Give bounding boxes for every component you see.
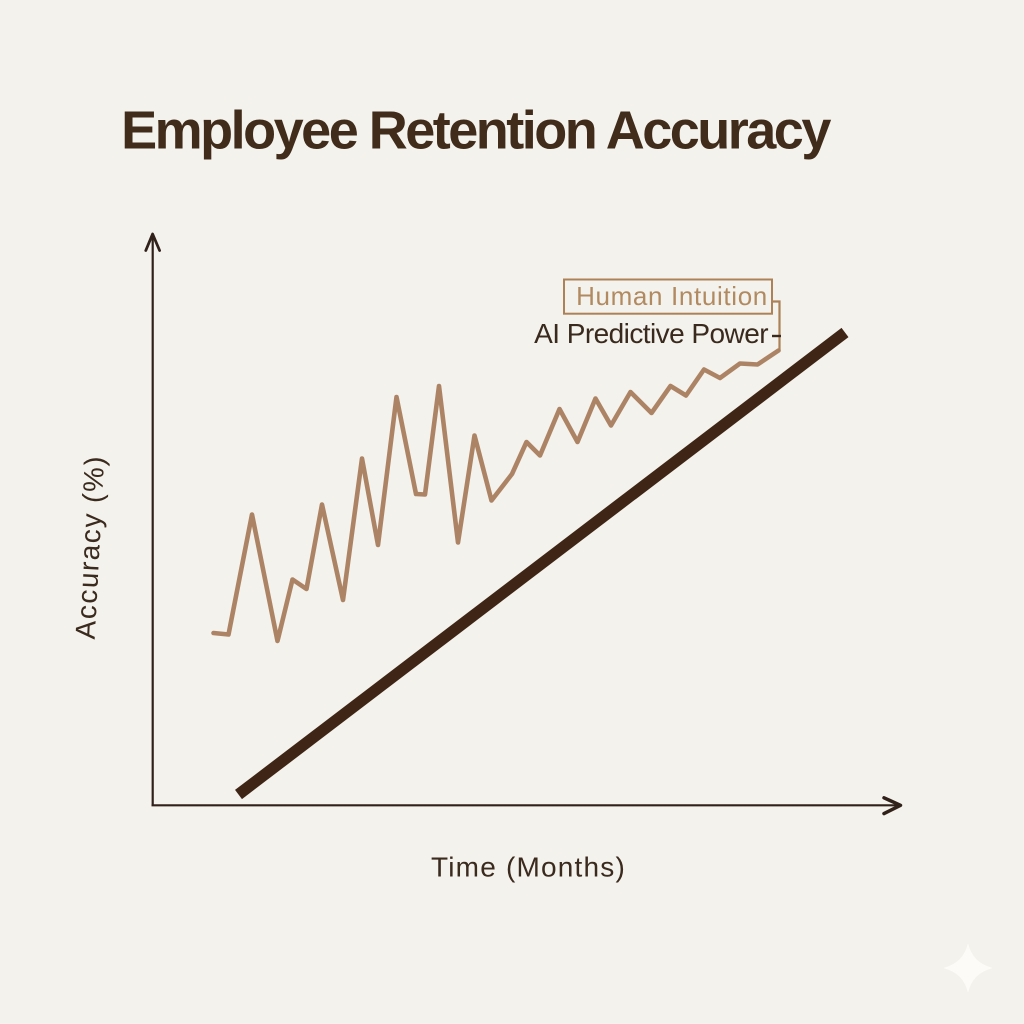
svg-text:Time (Months): Time (Months) — [431, 852, 626, 883]
svg-text:AI Predictive Power: AI Predictive Power — [534, 318, 768, 349]
svg-text:Human Intuition: Human Intuition — [576, 281, 768, 311]
svg-text:Employee Retention Accuracy: Employee Retention Accuracy — [121, 101, 831, 161]
